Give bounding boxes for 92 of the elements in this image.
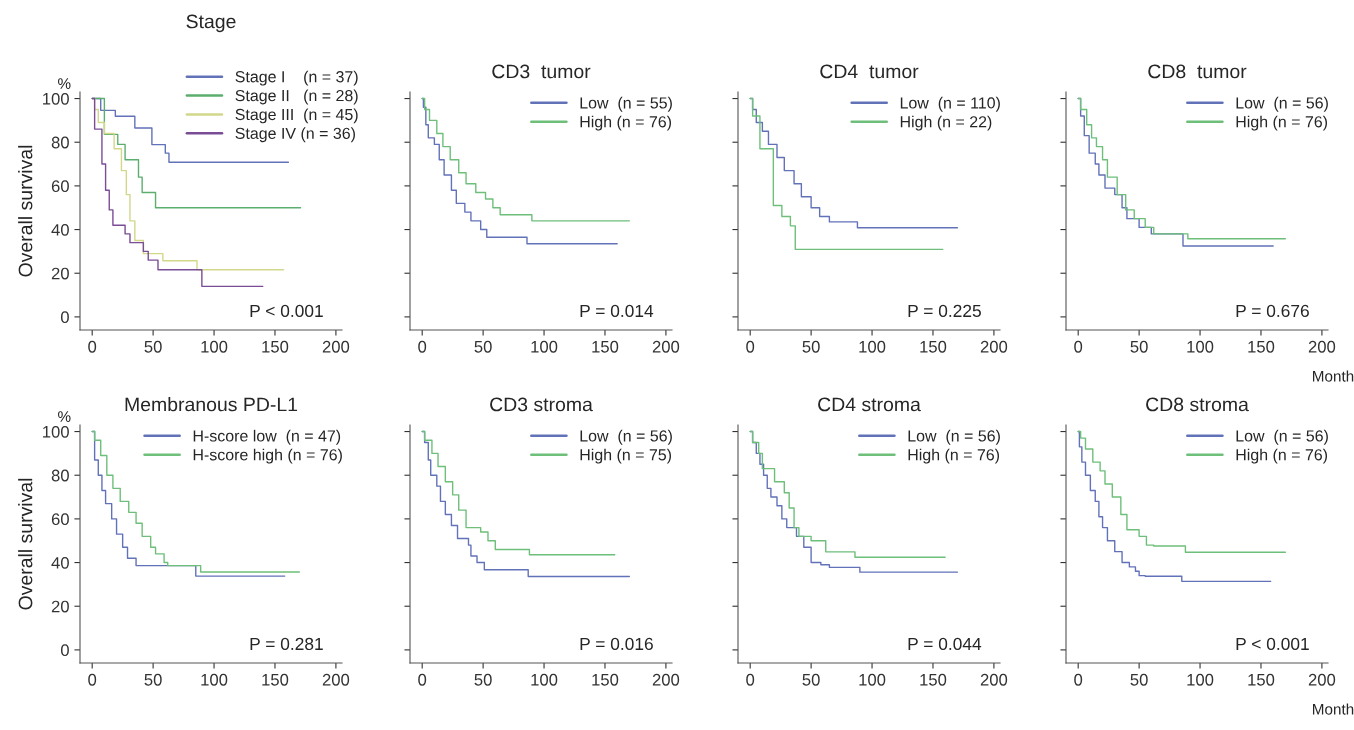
legend-label: Low (n = 56) xyxy=(1236,96,1328,112)
x-tick-label: 50 xyxy=(802,340,820,353)
text: % xyxy=(58,78,71,89)
annotation: P = 0.225 xyxy=(908,304,981,318)
y-tick-label: 60 xyxy=(51,180,69,193)
x-tick-label: 0 xyxy=(746,673,755,686)
y-tick-label: 0 xyxy=(60,311,69,324)
legend-label: Stage I (n = 37) xyxy=(235,70,358,86)
x-tick-label: 50 xyxy=(1130,340,1148,353)
x-tick-label: 50 xyxy=(474,673,492,686)
chart-title: Membranous PD-L1 xyxy=(125,397,298,412)
annotation: P < 0.001 xyxy=(250,304,323,318)
legend-label: Low (n = 110) xyxy=(900,96,1000,112)
y-tick-label: 80 xyxy=(51,469,69,482)
legend-label: High (n = 75) xyxy=(580,448,672,464)
x-tick-label: 100 xyxy=(1187,673,1214,686)
chart-title: Stage xyxy=(186,14,236,33)
annotation: P = 0.016 xyxy=(580,637,653,651)
legend-label: Low (n = 55) xyxy=(580,96,672,112)
legend-label: H-score low (n = 47) xyxy=(193,429,341,445)
legend-label: Low (n = 56) xyxy=(580,429,672,445)
x-tick-label: 0 xyxy=(1074,340,1083,353)
annotation: P = 0.281 xyxy=(250,637,323,651)
y-tick-label: 40 xyxy=(51,223,69,236)
chart-title: CD4 tumor xyxy=(820,64,919,79)
y-tick-label: 40 xyxy=(51,556,69,569)
x-tick-label: 200 xyxy=(1308,340,1336,353)
legend-label: High (n = 76) xyxy=(1236,115,1328,131)
x-tick-label: 0 xyxy=(418,673,427,686)
x-tick-label: 200 xyxy=(322,673,350,686)
x-tick-label: 150 xyxy=(1248,340,1275,353)
chart-title: CD4 stroma xyxy=(818,397,921,412)
x-tick-label: 50 xyxy=(144,340,162,353)
chart-title: CD3 stroma xyxy=(490,397,593,412)
x-axis-title: Month xyxy=(1313,370,1354,382)
x-tick-label: 50 xyxy=(802,673,820,686)
x-tick-label: 200 xyxy=(652,340,680,353)
legend-label: Stage III (n = 45) xyxy=(235,108,358,124)
legend-label: Stage IV (n = 36) xyxy=(235,127,355,143)
x-axis-title: Month xyxy=(1313,703,1354,715)
x-tick-label: 200 xyxy=(980,340,1008,353)
x-tick-label: 200 xyxy=(322,340,350,353)
x-tick-label: 100 xyxy=(531,673,558,686)
y-tick-label: 80 xyxy=(51,136,69,149)
x-tick-label: 150 xyxy=(262,340,289,353)
annotation: P = 0.014 xyxy=(580,304,654,318)
x-tick-label: 0 xyxy=(746,340,755,353)
legend-label: High (n = 22) xyxy=(900,115,992,131)
legend-label: High (n = 76) xyxy=(1236,448,1328,464)
x-tick-label: 0 xyxy=(1074,673,1083,686)
x-tick-label: 150 xyxy=(920,673,947,686)
x-tick-label: 150 xyxy=(1248,673,1275,686)
x-tick-label: 200 xyxy=(1308,673,1336,686)
x-tick-label: 100 xyxy=(1187,340,1214,353)
y-tick-label: 60 xyxy=(51,513,69,526)
x-tick-label: 50 xyxy=(474,340,492,353)
legend-label: Low (n = 56) xyxy=(1236,429,1328,445)
x-tick-label: 150 xyxy=(592,673,619,686)
y-axis-title: Overall survival xyxy=(18,145,33,277)
x-tick-label: 200 xyxy=(652,673,680,686)
y-axis-title: Overall survival xyxy=(18,478,33,610)
y-tick-label: 0 xyxy=(60,644,69,657)
legend-label: H-score high (n = 76) xyxy=(193,448,342,464)
y-tick-label: 100 xyxy=(43,92,69,105)
x-tick-label: 150 xyxy=(592,340,619,353)
x-tick-label: 100 xyxy=(531,340,558,353)
y-tick-label: 20 xyxy=(51,267,69,280)
annotation: P = 0.676 xyxy=(1236,304,1309,318)
x-tick-label: 100 xyxy=(201,340,228,353)
x-tick-label: 50 xyxy=(144,673,162,686)
y-tick-label: 20 xyxy=(51,600,69,613)
x-tick-label: 0 xyxy=(418,340,427,353)
x-tick-label: 150 xyxy=(920,340,947,353)
annotation: P = 0.044 xyxy=(908,637,982,651)
x-tick-label: 100 xyxy=(859,340,886,353)
legend-label: Stage II (n = 28) xyxy=(235,89,358,105)
x-tick-label: 100 xyxy=(201,673,228,686)
annotation: P < 0.001 xyxy=(1236,637,1309,651)
chart-title: CD3 tumor xyxy=(492,64,591,79)
text: % xyxy=(58,411,71,422)
x-tick-label: 150 xyxy=(262,673,289,686)
chart-title: CD8 stroma xyxy=(1146,397,1249,412)
chart-title: CD8 tumor xyxy=(1148,64,1247,79)
y-tick-label: 100 xyxy=(43,425,69,438)
legend-label: High (n = 76) xyxy=(908,448,1000,464)
x-tick-label: 100 xyxy=(859,673,886,686)
x-tick-label: 0 xyxy=(88,673,97,686)
legend-label: Low (n = 56) xyxy=(908,429,1000,445)
x-tick-label: 0 xyxy=(88,340,97,353)
x-tick-label: 200 xyxy=(980,673,1008,686)
x-tick-label: 50 xyxy=(1130,673,1148,686)
legend-label: High (n = 76) xyxy=(580,115,672,131)
